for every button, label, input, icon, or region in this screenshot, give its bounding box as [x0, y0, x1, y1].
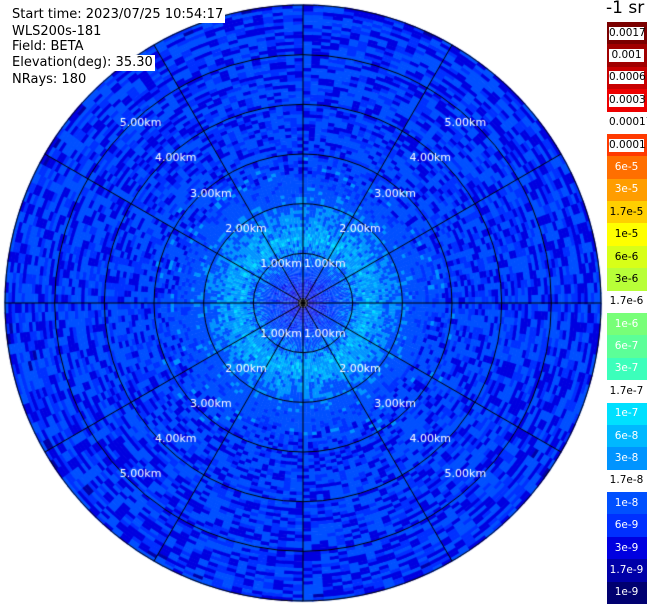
colorbar: 0.0017 0.001 0.0006 0.0003 0.00017 0.0001 6e-5…	[607, 22, 647, 605]
colorbar-segment: 1.7e-6	[607, 290, 647, 314]
colorbar-segment: 1e-6	[607, 313, 647, 336]
colorbar-tick-label: 0.001	[609, 49, 644, 63]
colorbar-segment: 0.001	[607, 44, 647, 68]
colorbar-segment: 0.0001	[607, 133, 647, 157]
elevation-label: Elevation(deg): 35.30	[10, 55, 155, 71]
colorbar-tick-label: 0.0003	[609, 93, 646, 107]
instrument-label: WLS200s-181	[10, 24, 104, 40]
colorbar-segment: 1e-9	[607, 581, 647, 605]
colorbar-tick-label: 1.7e-8	[609, 474, 644, 487]
colorbar-tick-label: 0.0001	[609, 138, 646, 152]
colorbar-tick-label: 1e-7	[614, 407, 639, 420]
nrays-label: NRays: 180	[10, 72, 89, 88]
colorbar-segment: 1.7e-9	[607, 559, 647, 583]
colorbar-segment: 6e-7	[607, 335, 647, 359]
colorbar-tick-label: 3e-9	[614, 541, 639, 554]
colorbar-segment: 0.0003	[607, 89, 647, 113]
colorbar-segment: 6e-8	[607, 424, 647, 448]
colorbar-segment: 0.0017	[607, 22, 647, 45]
colorbar-segment: 6e-5	[607, 156, 647, 180]
colorbar-segment: 3e-7	[607, 357, 647, 381]
colorbar-segment: 0.00017	[607, 111, 647, 135]
colorbar-tick-label: 6e-9	[614, 519, 639, 532]
colorbar-segment: 1e-8	[607, 492, 647, 515]
start-time-label: Start time: 2023/07/25 10:54:17	[10, 7, 226, 23]
colorbar-tick-label: 1e-8	[614, 496, 639, 509]
colorbar-tick-label: 3e-7	[614, 362, 639, 375]
colorbar-tick-label: 3e-6	[614, 272, 639, 285]
colorbar-segment: 3e-5	[607, 178, 647, 202]
colorbar-tick-label: 1.7e-6	[609, 295, 644, 308]
colorbar-tick-label: 1e-9	[614, 586, 639, 599]
colorbar-tick-label: 0.0006	[609, 71, 646, 85]
colorbar-tick-label: 0.00017	[609, 116, 647, 129]
colorbar-segment: 1e-5	[607, 223, 647, 247]
field-label: Field: BETA	[10, 39, 86, 55]
colorbar-segment: 6e-9	[607, 514, 647, 538]
colorbar-segment: 1e-7	[607, 402, 647, 426]
colorbar-segment: 3e-9	[607, 536, 647, 560]
colorbar-tick-label: 6e-5	[614, 160, 639, 173]
colorbar-tick-label: 1.7e-9	[609, 563, 644, 576]
colorbar-segment: 1.7e-8	[607, 469, 647, 493]
colorbar-unit-label: -1 sr	[606, 0, 645, 18]
colorbar-tick-label: 6e-8	[614, 429, 639, 442]
colorbar-tick-label: 1.7e-5	[609, 205, 644, 218]
colorbar-tick-label: 1.7e-7	[609, 384, 644, 397]
colorbar-tick-label: 1e-6	[614, 317, 639, 330]
colorbar-segment: 6e-6	[607, 245, 647, 269]
colorbar-tick-label: 3e-5	[614, 183, 639, 196]
colorbar-segment: 3e-8	[607, 447, 647, 471]
colorbar-tick-label: 6e-6	[614, 250, 639, 263]
colorbar-tick-label: 0.0017	[609, 26, 646, 40]
colorbar-segment: 1.7e-7	[607, 380, 647, 404]
colorbar-tick-label: 1e-5	[614, 228, 639, 241]
colorbar-segment: 3e-6	[607, 268, 647, 292]
colorbar-tick-label: 6e-7	[614, 340, 639, 353]
colorbar-segment: 0.0006	[607, 66, 647, 90]
colorbar-segment: 1.7e-5	[607, 201, 647, 224]
colorbar-tick-label: 3e-8	[614, 451, 639, 464]
